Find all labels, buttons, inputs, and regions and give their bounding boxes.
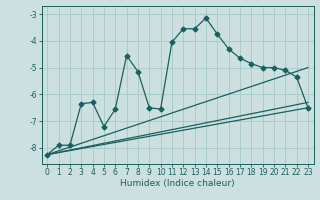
X-axis label: Humidex (Indice chaleur): Humidex (Indice chaleur) <box>120 179 235 188</box>
